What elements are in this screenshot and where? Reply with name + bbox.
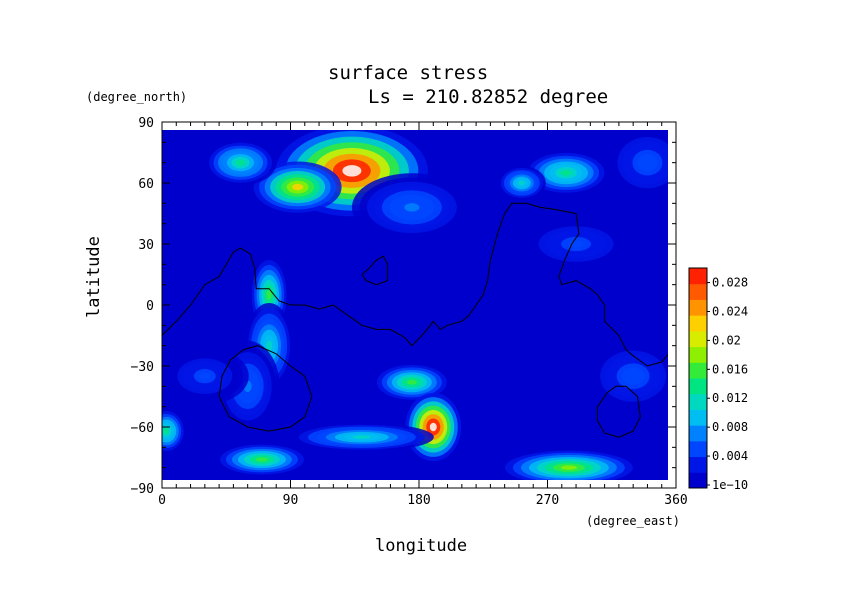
stress-level (642, 158, 653, 167)
stress-level (199, 372, 211, 380)
stress-hotspot (405, 392, 462, 462)
x-tick-label: 360 (664, 493, 687, 508)
stress-level (266, 289, 272, 300)
stress-hotspot (516, 215, 637, 273)
stress-hotspot (204, 139, 277, 186)
colorbar-band (689, 393, 707, 410)
stress-hotspot (162, 347, 249, 405)
plot-title: surface stress (328, 62, 489, 84)
stress-level (236, 159, 246, 166)
colorbar-band (689, 378, 707, 395)
x-tick-label: 90 (283, 493, 299, 508)
stress-level (404, 203, 420, 212)
colorbar-tick-label: 0.004 (712, 449, 748, 463)
colorbar-band (689, 409, 707, 426)
continent-contours (162, 202, 668, 438)
contour-line (162, 202, 668, 367)
colorbar-band (689, 440, 707, 458)
x-tick-label: 0 (158, 493, 166, 508)
colorbar-band (689, 268, 707, 285)
contour-line (218, 345, 313, 432)
x-tick-label: 180 (407, 493, 430, 508)
colorbar: 1e−10 0.004 0.008 0.012 0.016 0.02 0.024 0.028 (688, 267, 748, 492)
colorbar-band (689, 315, 707, 332)
stress-level (292, 183, 304, 191)
stress-hotspot (504, 450, 633, 480)
y-tick-label: 30 (138, 238, 154, 253)
stress-level (560, 465, 577, 470)
stress-level (352, 435, 371, 439)
y-axis-units: (degree_north) (86, 90, 188, 104)
colorbar-tick-label: 0.02 (712, 333, 741, 347)
stress-level (518, 180, 525, 186)
x-axis-label: longitude (375, 536, 468, 556)
stress-hotspot (289, 422, 434, 452)
y-tick-label: −60 (131, 421, 154, 436)
stress-level (255, 457, 268, 462)
stress-level (627, 371, 639, 381)
x-axis-units: (degree_east) (586, 514, 680, 528)
axis-ticks: 0 90 180 270 360 90 60 30 0 −30 −60 −90 (131, 116, 688, 508)
colorbar-band (689, 330, 707, 348)
plot-subtitle: Ls = 210.82852 degree (368, 86, 609, 108)
y-tick-label: −90 (131, 482, 154, 497)
colorbar-band (689, 472, 707, 489)
colorbar-tick-label: 0.012 (712, 391, 748, 405)
stress-hotspot (497, 165, 546, 201)
colorbar-tick-label: 0.016 (712, 362, 748, 376)
stress-level (266, 340, 273, 352)
colorbar-band (689, 299, 707, 316)
stress-hotspot (351, 173, 472, 242)
colorbar-band (689, 362, 707, 379)
y-tick-label: −30 (131, 360, 154, 375)
stress-level (406, 379, 417, 385)
stress-hotspot (522, 150, 611, 196)
stress-hotspot (371, 362, 452, 403)
stress-hotspot (253, 161, 342, 213)
stress-level (342, 165, 362, 177)
y-tick-label: 0 (146, 299, 154, 314)
y-tick-label: 90 (138, 116, 154, 131)
stress-level (163, 428, 169, 434)
colorbar-tick-label: 0.024 (712, 304, 748, 318)
colorbar-band (689, 425, 707, 442)
colorbar-frame (688, 267, 708, 489)
stress-hotspot (213, 442, 310, 477)
stress-level (429, 422, 437, 432)
stress-field (162, 130, 668, 480)
stress-hotspot (589, 342, 668, 411)
colorbar-tick-label: 1e−10 (712, 478, 748, 492)
y-tick-label: 60 (138, 177, 154, 192)
colorbar-band (689, 283, 707, 300)
colorbar-band (689, 456, 707, 473)
stress-hotspot (162, 408, 187, 454)
stress-level (560, 169, 572, 176)
contour-line (597, 385, 641, 438)
x-tick-label: 270 (536, 493, 559, 508)
contour-line (361, 255, 389, 286)
colorbar-band (689, 346, 707, 363)
stress-level (568, 240, 584, 248)
colorbar-tick-label: 0.008 (712, 420, 748, 434)
stress-hotspot (607, 130, 668, 197)
colorbar-tick-label: 0.028 (712, 276, 748, 290)
